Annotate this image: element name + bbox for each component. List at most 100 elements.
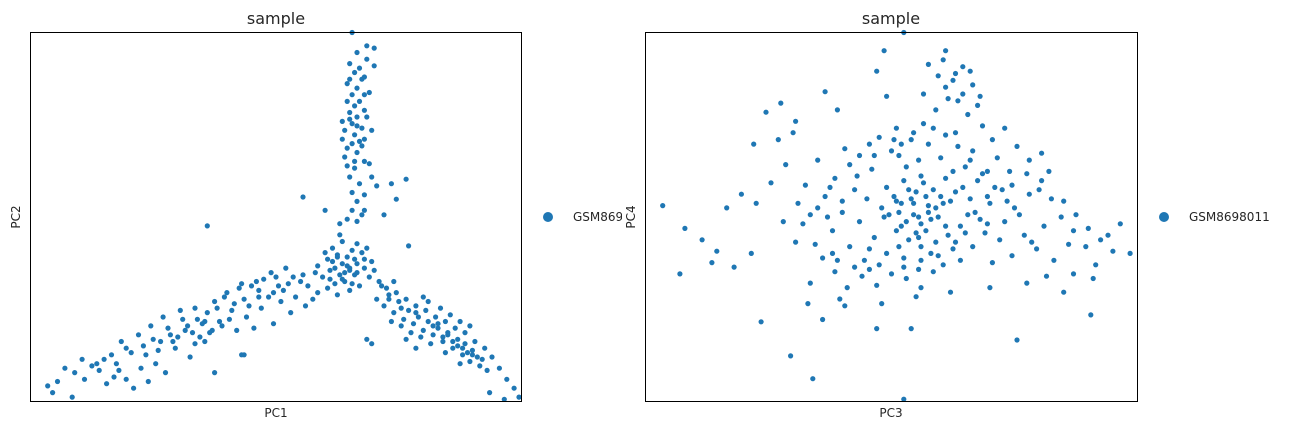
scatter-point <box>1105 232 1111 238</box>
scatter-point <box>874 326 880 332</box>
scatter-point <box>430 323 436 329</box>
scatter-point <box>420 327 426 333</box>
scatter-point <box>79 356 85 362</box>
scatter-point <box>143 352 149 358</box>
scatter-point <box>930 125 936 131</box>
scatter-point <box>398 323 404 329</box>
scatter-point <box>325 285 331 291</box>
scatter-point <box>977 216 983 222</box>
scatter-point <box>484 367 490 373</box>
scatter-point <box>415 314 421 320</box>
scatter-point <box>829 228 836 234</box>
scatter-point <box>881 214 887 220</box>
scatter-point <box>810 376 816 382</box>
scatter-point <box>896 152 902 159</box>
scatter-point <box>984 168 991 174</box>
scatter-point <box>339 136 345 142</box>
scatter-point <box>906 187 912 193</box>
scatter-point <box>347 76 353 82</box>
scatter-point <box>1024 171 1030 177</box>
scatter-point <box>913 189 919 195</box>
scatter-point <box>393 196 399 202</box>
scatter-point <box>918 221 924 227</box>
scatter-point <box>950 77 956 83</box>
scatter-point <box>342 127 348 133</box>
scatter-point <box>140 343 146 349</box>
scatter-point <box>94 361 100 367</box>
scatter-point <box>408 330 414 336</box>
scatter-point <box>930 187 936 193</box>
scatter-point <box>455 343 461 349</box>
scatter-point <box>896 244 902 250</box>
scatter-point <box>111 374 117 380</box>
scatter-point <box>337 221 343 227</box>
scatter-point <box>972 209 978 215</box>
scatter-point <box>359 143 365 149</box>
scatter-point <box>1085 225 1091 231</box>
scatter-point <box>356 98 363 104</box>
scatter-point <box>354 123 360 129</box>
scatter-point <box>913 230 919 236</box>
scatter-point <box>884 93 890 99</box>
scatter-point <box>361 207 367 213</box>
scatter-point <box>381 303 387 309</box>
scatter-point <box>918 244 924 250</box>
scatter-point <box>440 334 446 340</box>
scatter-point <box>334 292 340 298</box>
scatter-point <box>413 303 419 309</box>
scatter-point <box>920 91 927 97</box>
scatter-point <box>977 93 983 99</box>
scatter-point <box>62 365 68 371</box>
scatter-point <box>339 118 345 124</box>
scatter-point <box>788 353 794 359</box>
scatter-point <box>403 336 409 342</box>
scatter-point <box>1066 241 1072 247</box>
scatter-point <box>768 180 774 186</box>
scatter-point <box>856 152 863 159</box>
scatter-point <box>192 341 198 347</box>
scatter-point <box>474 354 480 360</box>
scatter-point <box>847 244 853 250</box>
scatter-point <box>369 258 375 265</box>
scatter-point <box>1051 257 1057 263</box>
scatter-point <box>812 241 818 247</box>
scatter-point <box>842 146 848 152</box>
scatter-point <box>933 107 939 113</box>
scatter-point <box>832 175 838 181</box>
scatter-point <box>310 296 316 302</box>
scatter-point <box>89 363 95 369</box>
scatter-point <box>371 63 377 69</box>
scatter-point <box>866 141 873 147</box>
scatter-point <box>960 91 966 97</box>
scatter-point <box>354 49 360 56</box>
scatter-point <box>516 394 522 400</box>
scatter-point <box>1041 223 1047 229</box>
scatter-point <box>852 264 858 270</box>
scatter-point <box>815 157 821 163</box>
scatter-point <box>970 82 976 88</box>
scatter-point <box>709 260 715 266</box>
scatter-point <box>738 191 745 197</box>
scatter-point <box>967 196 973 202</box>
scatter-point <box>239 281 245 287</box>
scatter-point <box>50 390 56 396</box>
scatter-point <box>339 261 345 267</box>
scatter-point <box>337 272 343 278</box>
scatter-point <box>724 205 730 211</box>
scatter-point <box>1070 228 1077 234</box>
scatter-point <box>354 218 360 224</box>
scatter-point <box>45 383 51 389</box>
scatter-point <box>795 200 801 206</box>
scatter-point <box>908 196 914 202</box>
scatter-point <box>320 274 326 280</box>
scatter-point <box>428 341 434 347</box>
scatter-point <box>202 318 208 325</box>
scatter-point <box>204 223 210 229</box>
scatter-point <box>221 294 227 300</box>
scatter-point <box>347 109 353 116</box>
scatter-point <box>893 125 900 131</box>
scatter-point <box>834 107 841 113</box>
scatter-point <box>229 307 235 313</box>
scatter-point <box>903 164 909 170</box>
scatter-point <box>925 203 932 209</box>
